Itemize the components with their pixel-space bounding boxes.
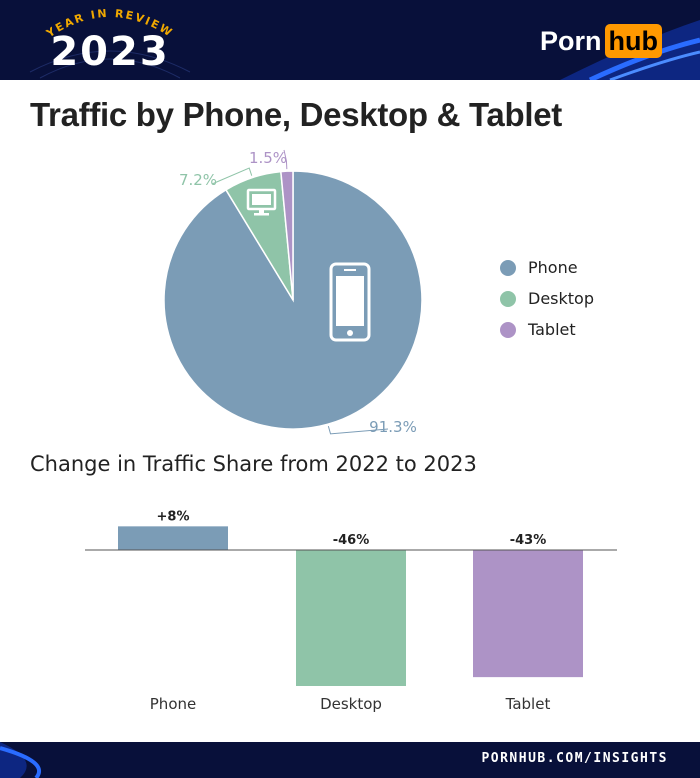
bar-category-phone: Phone [150,695,196,713]
logo-right-text: hub [604,24,662,58]
bar-category-desktop: Desktop [320,695,382,713]
pie-leader-line-phone [327,426,389,435]
legend-swatch-desktop [500,290,516,307]
pie-leader-line-desktop [211,167,253,185]
pie-label-tablet: 1.5% [249,149,287,167]
pie-leader-line-tablet [283,149,288,170]
badge-arc-text: YEAR IN REVIEW [43,7,173,38]
badge-year: 2023 [50,29,170,75]
footer-decoration [0,742,42,778]
bar-value-label-desktop: -46% [333,533,370,548]
bar-value-label-tablet: -43% [510,533,547,548]
legend-swatch-phone [500,259,516,276]
bar-phone [118,526,228,550]
pie-label-desktop: 7.2% [179,171,217,189]
year-in-review-badge: YEAR IN REVIEW 2023 [30,4,190,76]
bar-category-tablet: Tablet [505,695,551,713]
bar-chart: +8% Phone -46% Desktop -43% Tablet [85,509,617,713]
legend-label-desktop: Desktop [528,289,594,308]
legend-swatch-tablet [500,321,516,338]
desktop-icon [246,188,277,216]
legend-item-desktop: Desktop [500,283,594,314]
bar-chart-title: Change in Traffic Share from 2022 to 202… [30,452,477,476]
pie-slice-tablet [280,170,294,301]
bar-desktop [296,550,406,686]
pie-legend: Phone Desktop Tablet [500,252,594,345]
legend-label-tablet: Tablet [528,320,576,339]
legend-item-tablet: Tablet [500,314,594,345]
footer-banner: PORNHUB.COM/INSIGHTS [0,742,700,778]
page-title: Traffic by Phone, Desktop & Tablet [30,96,562,133]
bar-value-label-phone: +8% [157,509,190,524]
pie-chart: 91.3% 7.2% 1.5% [163,149,423,436]
header-banner: YEAR IN REVIEW 2023 Porn hub [0,0,700,80]
pie-label-phone: 91.3% [369,418,417,436]
legend-label-phone: Phone [528,258,578,277]
phone-icon [329,262,371,342]
legend-item-phone: Phone [500,252,594,283]
logo[interactable]: Porn hub [540,24,662,58]
bar-tablet [473,550,583,678]
footer-url-link[interactable]: PORNHUB.COM/INSIGHTS [481,751,668,766]
logo-left-text: Porn [540,25,602,56]
